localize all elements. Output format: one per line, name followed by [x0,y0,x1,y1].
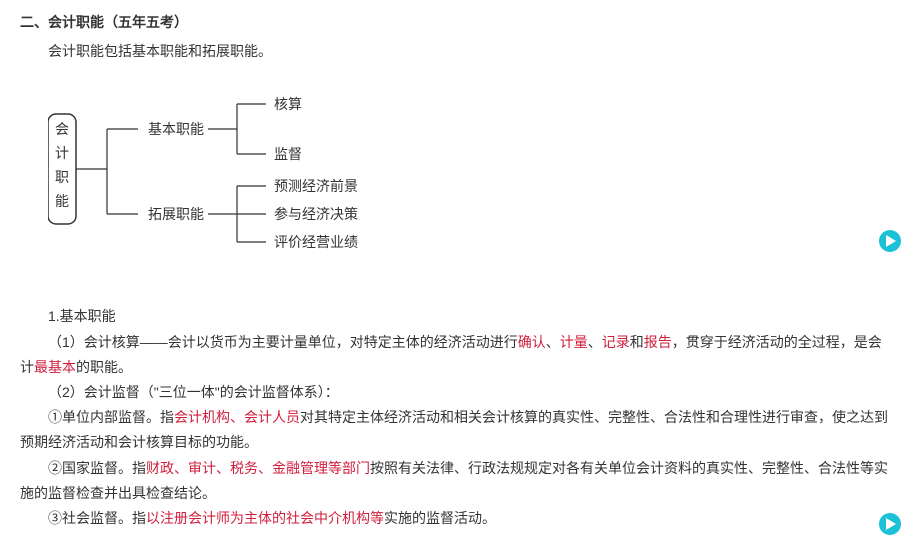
svg-text:评价经营业绩: 评价经营业绩 [274,234,358,250]
tree-svg: 会计职能 基本职能 核算监督拓展职能 预测经济前景参与经济决策评价经营业绩 [48,74,428,264]
p5-t1: ③社会监督。指 [48,510,146,526]
svg-text:拓展职能: 拓展职能 [148,206,204,222]
highlight-basic: 最基本 [34,359,76,375]
p1-c2: 、 [588,334,602,350]
paragraph-2: （2）会计监督（"三位一体"的会计监督体系）： [20,380,893,405]
paragraph-3: ①单位内部监督。指会计机构、会计人员对其特定主体经济活动和相关会计核算的真实性、… [20,405,893,455]
highlight-gov: 财政、审计、税务、金融管理等部门 [146,460,370,476]
p1-c1: 、 [546,334,560,350]
section-title: 二、会计职能（五年五考） [20,10,893,35]
p1-t1: （1）会计核算——会计以货币为主要计量单位，对特定主体的经济活动进行 [48,334,518,350]
svg-text:职: 职 [55,169,69,185]
tree-diagram: 会计职能 基本职能 核算监督拓展职能 预测经济前景参与经济决策评价经营业绩 [48,74,893,264]
svg-text:监督: 监督 [274,146,302,162]
play-button-upper[interactable] [879,230,901,252]
p5-t2: 实施的监督活动。 [384,510,496,526]
highlight-confirm: 确认 [518,334,546,350]
play-icon [886,518,896,530]
svg-text:参与经济决策: 参与经济决策 [274,206,358,222]
highlight-measure: 计量 [560,334,588,350]
highlight-report: 报告 [644,334,672,350]
paragraph-1: （1）会计核算——会计以货币为主要计量单位，对特定主体的经济活动进行确认、计量、… [20,330,893,380]
p3-t1: ①单位内部监督。指 [48,409,174,425]
sub-title-basic: 1.基本职能 [20,304,893,329]
svg-text:计: 计 [55,145,69,161]
svg-text:预测经济前景: 预测经济前景 [274,178,358,194]
highlight-record: 记录 [602,334,630,350]
play-icon [886,235,896,247]
svg-text:核算: 核算 [274,96,302,112]
play-button-lower[interactable] [879,513,901,535]
section-intro: 会计职能包括基本职能和拓展职能。 [20,39,893,64]
paragraph-4: ②国家监督。指财政、审计、税务、金融管理等部门按照有关法律、行政法规规定对各有关… [20,456,893,506]
paragraph-5: ③社会监督。指以注册会计师为主体的社会中介机构等实施的监督活动。 [20,506,893,531]
p4-t1: ②国家监督。指 [48,460,146,476]
svg-text:能: 能 [55,193,69,209]
svg-text:会: 会 [55,121,69,137]
p1-c3: 和 [630,334,644,350]
highlight-social: 以注册会计师为主体的社会中介机构等 [146,510,384,526]
highlight-unit: 会计机构、会计人员 [174,409,300,425]
svg-text:基本职能: 基本职能 [148,121,204,137]
p1-t3: 的职能。 [76,359,132,375]
